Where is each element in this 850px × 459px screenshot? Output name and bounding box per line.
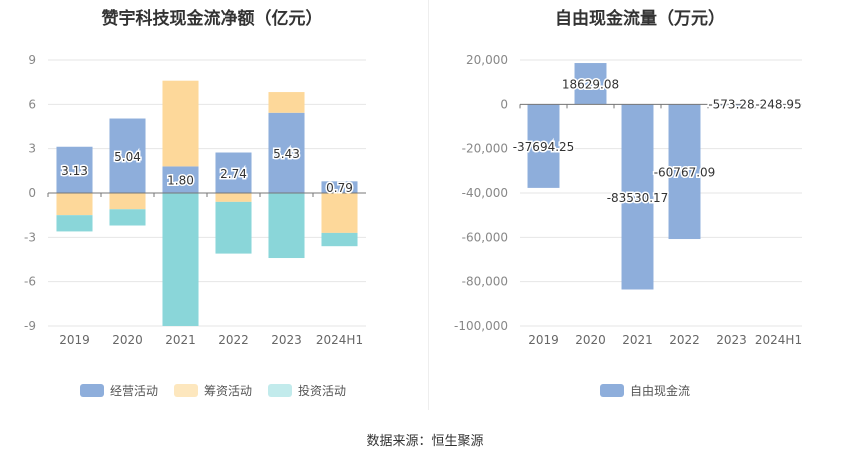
bar-series-0 [162, 166, 199, 193]
y-tick-label: 0 [28, 186, 36, 200]
y-tick-label: -60,000 [462, 230, 508, 244]
data-label: -248.95 [755, 97, 801, 111]
x-tick-label: 2021 [165, 333, 196, 347]
bar-series-1 [56, 193, 93, 216]
data-label: 2.74 [220, 167, 247, 181]
x-tick-label: 2023 [716, 333, 747, 347]
right-chart: 20,000 0 -20,000 -40,000 -60,000 -80,000 -100,… [454, 53, 803, 347]
y-tick-label: 0 [500, 97, 508, 111]
right-legend: 自由现金流 [600, 382, 706, 399]
bar-series-0 [621, 104, 654, 290]
data-source: 数据来源：恒生聚源 [366, 434, 484, 449]
legend-swatch-operating [80, 384, 104, 397]
data-label: -83530.17 [607, 191, 669, 205]
data-label: -37694.25 [513, 140, 575, 154]
x-tick-label: 2022 [218, 333, 249, 347]
x-tick-label: 2019 [528, 333, 559, 347]
y-tick-label: -40,000 [462, 186, 508, 200]
y-tick-label: 6 [28, 97, 36, 111]
legend-item-operating[interactable]: 经营活动 [80, 382, 158, 399]
y-tick-label: -20,000 [462, 142, 508, 156]
data-label: 18629.08 [562, 78, 619, 92]
bar-series-0 [268, 112, 305, 193]
left-chart-title: 赞宇科技现金流净额（亿元） [101, 9, 323, 29]
data-label: -60767.09 [654, 166, 716, 180]
data-label: 0.79 [326, 181, 353, 195]
legend-label-financing: 筹资活动 [204, 384, 253, 398]
left-chart: 9 6 3 0 -3 -6 -9 2019 2020 2021 2022 2023 2024H1 3.13… [24, 53, 366, 347]
y-tick-label: -100,000 [454, 319, 508, 333]
y-tick-label: -9 [24, 319, 36, 333]
bar-series-1 [321, 193, 358, 233]
data-label: 3.13 [61, 164, 88, 178]
legend-label-free-cash-flow: 自由现金流 [630, 384, 691, 398]
bar-series-1 [268, 92, 305, 113]
data-label: 1.80 [167, 174, 194, 188]
data-label: 5.43 [273, 147, 300, 161]
left-legend: 经营活动 筹资活动 投资活动 [80, 382, 362, 399]
x-tick-label: 2022 [669, 333, 700, 347]
bar-series-0 [668, 104, 701, 240]
x-tick-label: 2021 [622, 333, 653, 347]
y-tick-label: -6 [24, 275, 36, 289]
legend-swatch-investing [268, 384, 293, 397]
x-tick-label: 2024H1 [755, 333, 802, 347]
x-tick-label: 2019 [59, 333, 90, 347]
legend-label-operating: 经营活动 [110, 384, 159, 398]
bar-series-2 [109, 209, 146, 226]
bar-series-0 [109, 118, 146, 193]
bar-series-0 [321, 181, 358, 193]
bar-series-2 [162, 193, 199, 326]
bar-series-0 [574, 63, 607, 105]
y-tick-label: -3 [24, 230, 36, 244]
y-tick-label: 3 [28, 142, 36, 156]
bar-series-0 [527, 104, 560, 188]
x-tick-label: 2020 [112, 333, 143, 347]
bar-series-0 [56, 146, 93, 193]
x-tick-label: 2024H1 [316, 333, 363, 347]
legend-swatch-financing [174, 384, 199, 397]
bar-series-1 [109, 193, 146, 210]
legend-item-free-cash-flow[interactable]: 自由现金流 [600, 382, 690, 399]
bar-series-1 [215, 193, 252, 202]
right-chart-title: 自由现金流量（万元） [555, 9, 725, 29]
data-label: -573.28 [708, 97, 754, 111]
y-tick-label: -80,000 [462, 275, 508, 289]
bar-series-0 [715, 104, 748, 106]
bar-series-2 [215, 201, 252, 254]
legend-item-investing[interactable]: 投资活动 [268, 382, 346, 399]
bar-series-2 [268, 193, 305, 259]
x-tick-label: 2023 [271, 333, 302, 347]
data-label: 5.04 [114, 150, 141, 164]
x-tick-label: 2020 [575, 333, 606, 347]
panel-divider [428, 0, 429, 410]
y-tick-label: 20,000 [466, 53, 508, 67]
bar-series-2 [321, 232, 358, 247]
legend-label-investing: 投资活动 [298, 384, 347, 398]
legend-item-financing[interactable]: 筹资活动 [174, 382, 252, 399]
legend-swatch-free-cash-flow [600, 384, 624, 397]
bar-series-1 [162, 80, 199, 167]
y-tick-label: 9 [28, 53, 36, 67]
bar-series-0 [215, 152, 252, 193]
bar-series-2 [56, 215, 93, 232]
